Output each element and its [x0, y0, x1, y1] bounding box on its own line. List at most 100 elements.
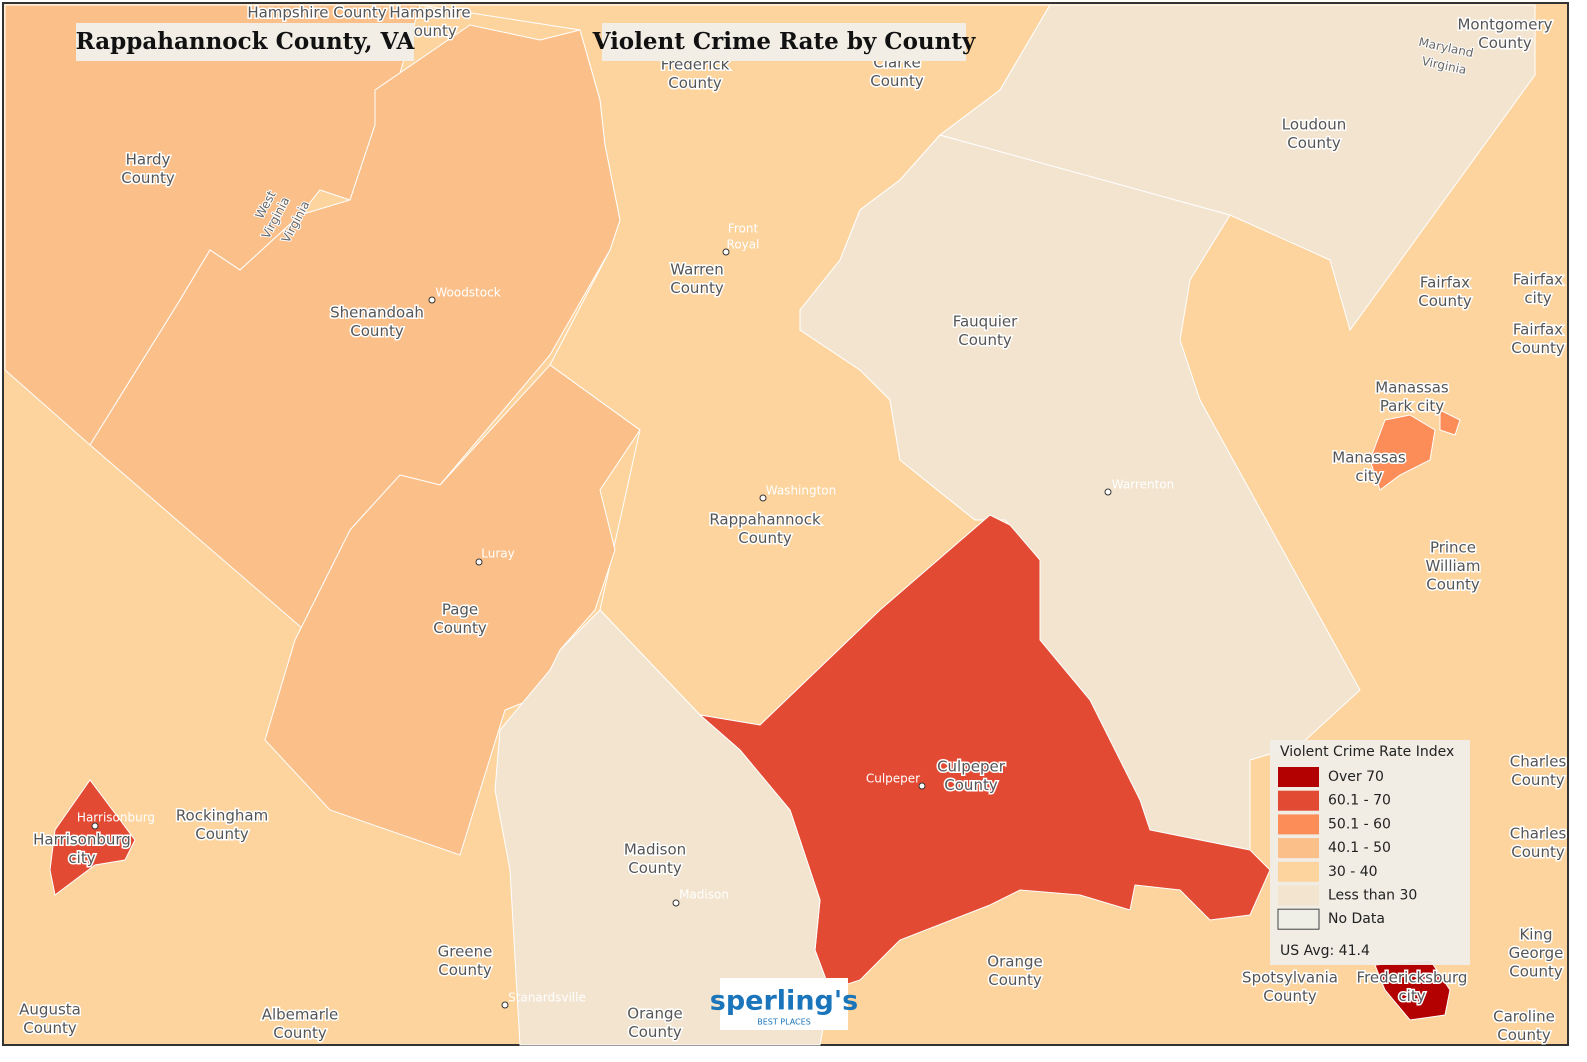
subtitle: Violent Crime Rate by County [592, 28, 976, 55]
city-dot [759, 494, 767, 502]
county-label: County [433, 619, 487, 637]
county-label: County [1511, 843, 1565, 861]
county-label: County [1478, 34, 1532, 52]
legend-swatch [1278, 838, 1319, 859]
county-label: city [1524, 289, 1551, 307]
county-area [264, 364, 641, 856]
city-dot [91, 822, 99, 830]
county-label: County [195, 825, 249, 843]
county-label: Loudoun [1282, 116, 1347, 134]
county-label: Shenandoah [330, 304, 424, 322]
county-label: County [1418, 292, 1472, 310]
city-label: Royal [727, 238, 760, 252]
city-dot [428, 296, 436, 304]
labels: Hampshire County HampshireCountyFrederick… [18, 2, 1568, 1046]
county-label: County [403, 22, 457, 40]
county-area [49, 779, 136, 896]
county-label: Madison [624, 841, 686, 859]
legend-swatch [1278, 885, 1319, 906]
city-dot [1104, 488, 1112, 496]
city-dot [672, 899, 680, 907]
county-label: city [68, 849, 95, 867]
city-label: Washington [766, 484, 837, 498]
county-label: County [273, 1024, 327, 1042]
county-label: Greene [438, 943, 493, 961]
legend-label: 50.1 - 60 [1328, 816, 1391, 832]
city-dot [475, 558, 483, 566]
county-label: Spotsylvania [1242, 969, 1338, 987]
legend-swatch [1278, 861, 1319, 882]
logo-box [720, 978, 848, 1030]
county-label: Fairfax [1513, 321, 1563, 339]
county-label: Manassas [1375, 379, 1449, 397]
county-label: County [1509, 963, 1563, 981]
county-label: County [870, 72, 924, 90]
logo-name: sperling's [710, 986, 858, 1017]
county-label: County [1287, 134, 1341, 152]
county-area [494, 609, 831, 1046]
county-label: County [438, 961, 492, 979]
legend-swatch [1278, 790, 1319, 811]
legend-swatch [1277, 908, 1320, 930]
county-label: Orange [987, 953, 1042, 971]
county-label: Rockingham [176, 807, 268, 825]
subtitle-box [602, 23, 966, 61]
county-label: County [350, 322, 404, 340]
city-label: Woodstock [435, 286, 500, 300]
county-label: city [1398, 987, 1425, 1005]
city-dot [501, 1001, 509, 1009]
county-label: Caroline [1493, 1008, 1555, 1026]
county-label: Park city [1380, 397, 1444, 415]
county-label: Prince [1430, 539, 1476, 557]
county-label: Fauquier [953, 313, 1018, 331]
legend-label: Over 70 [1328, 769, 1384, 785]
city-label: Luray [481, 547, 514, 561]
county-label: Montgomery [1457, 16, 1552, 34]
city-label: Madison [679, 888, 729, 902]
county-label: King [1519, 926, 1552, 944]
county-label: Fredericksburg [1357, 969, 1468, 987]
county-label: County [738, 529, 792, 547]
county-label: County [1426, 576, 1480, 594]
legend-label: Less than 30 [1328, 888, 1417, 904]
county-area [1369, 414, 1436, 491]
city-dot [918, 782, 926, 790]
city-label: Front [728, 222, 759, 236]
county-label: County [1511, 339, 1565, 357]
city-label: Stanardsville [508, 991, 586, 1005]
logo-tagline: BEST PLACES [757, 1018, 811, 1027]
county-label: Augusta [19, 1001, 81, 1019]
county-label: Harrisonburg [33, 831, 131, 849]
county-label: Hampshire County [247, 4, 386, 22]
legend-title: Violent Crime Rate Index [1280, 744, 1454, 760]
legend-label: 60.1 - 70 [1328, 793, 1391, 809]
county-label: County [1263, 987, 1317, 1005]
county-label: Rappahannock [709, 511, 821, 529]
county-label: Charles [1510, 753, 1567, 771]
county-label: Orange [627, 1005, 682, 1023]
county-label: Warren [670, 261, 724, 279]
county-label: George [1509, 944, 1564, 962]
legend-swatch [1278, 767, 1319, 787]
county-label: Fairfax [1420, 274, 1470, 292]
county-label: city [1355, 467, 1382, 485]
legend-note: US Avg: 41.4 [1280, 943, 1370, 959]
legend-swatch [1278, 814, 1319, 835]
city-label: Harrisonburg [77, 811, 155, 825]
county-label: County [668, 74, 722, 92]
county-label: County [23, 1019, 77, 1037]
city-label: Culpeper [866, 772, 920, 786]
legend-label: No Data [1328, 911, 1385, 927]
county-area [1439, 409, 1461, 436]
county-label: Hampshire [389, 4, 470, 22]
county-label: County [958, 331, 1012, 349]
county-label: County [628, 859, 682, 877]
county-label: Charles [1510, 825, 1567, 843]
title-box [76, 23, 414, 61]
city-label: Warrenton [1112, 478, 1174, 492]
county-label: County [670, 279, 724, 297]
county-label: Page [442, 601, 478, 619]
title: Rappahannock County, VA [76, 28, 416, 55]
county-label: Manassas [1332, 449, 1406, 467]
